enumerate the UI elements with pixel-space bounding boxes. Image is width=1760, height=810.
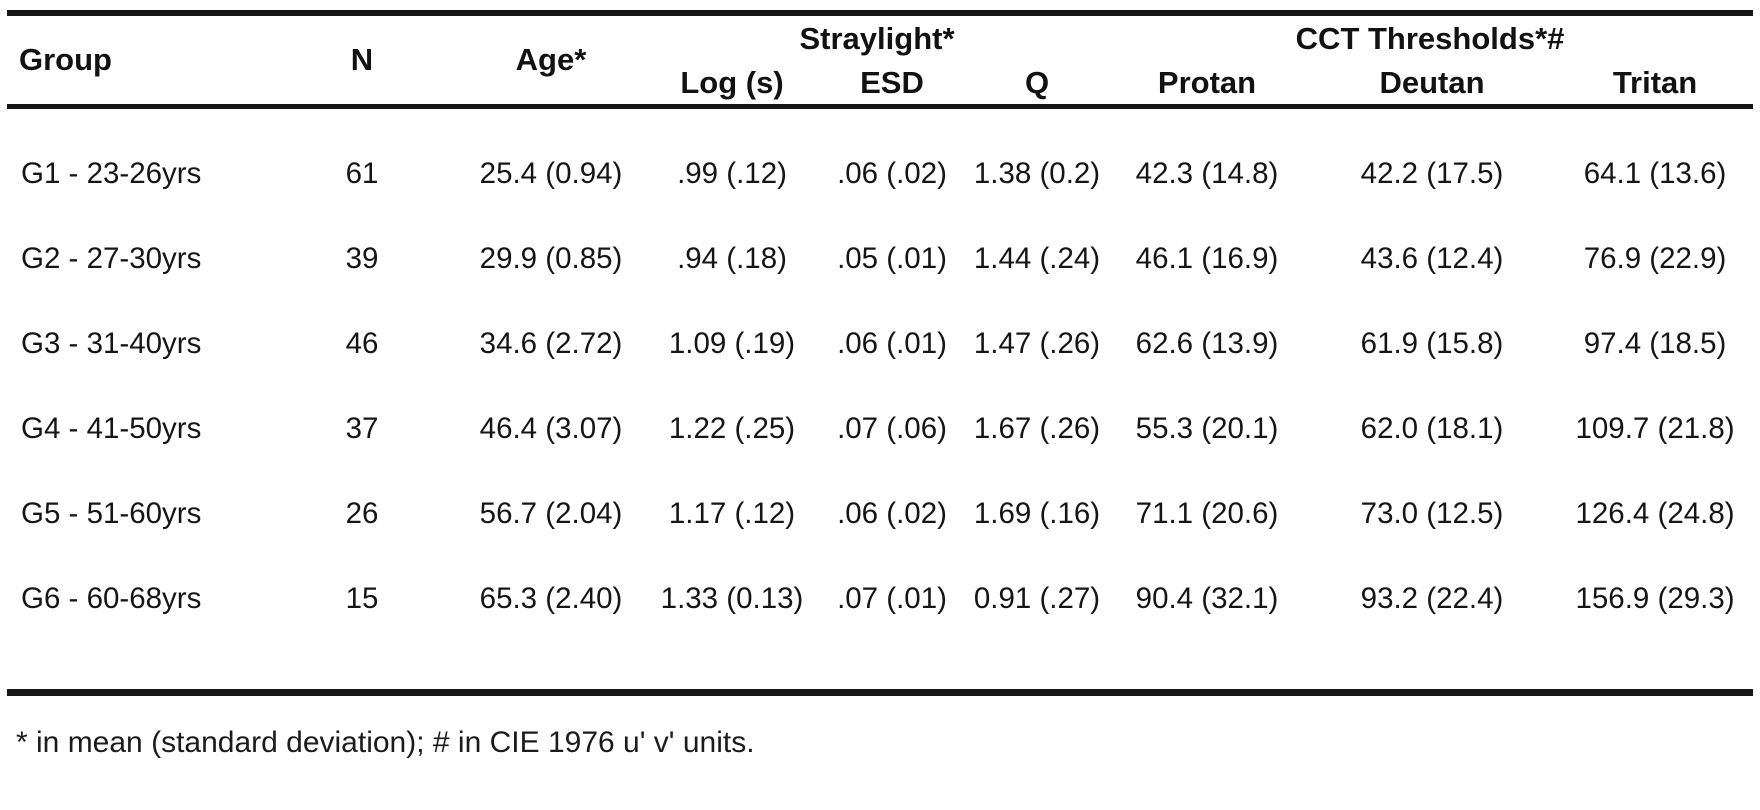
cell-deutan: 42.2 (17.5) bbox=[1360, 156, 1504, 190]
col-header-q: Q bbox=[967, 62, 1108, 109]
cell-deutan: 62.0 (18.1) bbox=[1360, 411, 1504, 445]
cell-n: 37 bbox=[345, 411, 379, 445]
cell-group: G6 - 60-68yrs bbox=[21, 581, 202, 615]
cell-esd: .05 (.01) bbox=[837, 241, 947, 275]
cell-q: 1.69 (.16) bbox=[973, 496, 1101, 530]
header-row-groups: Group N Age* Straylight* CCT Thresholds*… bbox=[7, 13, 1753, 109]
cell-tritan: 109.7 (21.8) bbox=[1575, 411, 1735, 445]
cell-esd: .06 (.02) bbox=[837, 156, 947, 190]
cell-deutan: 93.2 (22.4) bbox=[1360, 581, 1504, 615]
cell-tritan: 156.9 (29.3) bbox=[1575, 581, 1735, 615]
cell-esd: .07 (.01) bbox=[837, 581, 947, 615]
table-row-g2: G2 - 27-30yrs 39 29.9 (0.85) .94 (.18) .… bbox=[7, 216, 1753, 301]
results-table: Group N Age* Straylight* CCT Thresholds*… bbox=[7, 10, 1754, 696]
spacer-row bbox=[7, 641, 1754, 696]
table-row-g3: G3 - 31-40yrs 46 34.6 (2.72) 1.09 (.19) … bbox=[7, 301, 1753, 386]
cell-q: 1.38 (0.2) bbox=[973, 156, 1101, 190]
cell-n: 26 bbox=[345, 496, 379, 530]
cell-q: 1.47 (.26) bbox=[973, 326, 1101, 360]
table-footnote: * in mean (standard deviation); # in CIE… bbox=[16, 726, 755, 759]
cell-deutan: 43.6 (12.4) bbox=[1360, 241, 1504, 275]
cell-log-s: 1.33 (0.13) bbox=[660, 581, 804, 615]
col-header-deutan: Deutan bbox=[1307, 62, 1558, 109]
cell-protan: 46.1 (16.9) bbox=[1135, 241, 1279, 275]
col-header-protan: Protan bbox=[1107, 62, 1308, 109]
cell-protan: 55.3 (20.1) bbox=[1135, 411, 1279, 445]
cell-group: G2 - 27-30yrs bbox=[21, 241, 202, 275]
col-header-age: Age* bbox=[455, 13, 647, 109]
cell-n: 15 bbox=[345, 581, 379, 615]
table-row-g4: G4 - 41-50yrs 37 46.4 (3.07) 1.22 (.25) … bbox=[7, 386, 1753, 471]
cell-log-s: 1.17 (.12) bbox=[668, 496, 796, 530]
spacer-row bbox=[7, 107, 1753, 132]
cell-age: 65.3 (2.40) bbox=[479, 581, 623, 615]
cell-tritan: 126.4 (24.8) bbox=[1575, 496, 1735, 530]
cell-deutan: 61.9 (15.8) bbox=[1360, 326, 1504, 360]
cell-q: 1.67 (.26) bbox=[973, 411, 1101, 445]
table-row-g1: G1 - 23-26yrs 61 25.4 (0.94) .99 (.12) .… bbox=[7, 131, 1753, 216]
col-header-log-s: Log (s) bbox=[647, 62, 817, 109]
cell-n: 61 bbox=[345, 156, 379, 190]
cell-protan: 42.3 (14.8) bbox=[1135, 156, 1279, 190]
cell-esd: .07 (.06) bbox=[837, 411, 947, 445]
cell-age: 29.9 (0.85) bbox=[479, 241, 623, 275]
cell-q: 1.44 (.24) bbox=[973, 241, 1101, 275]
cell-deutan: 73.0 (12.5) bbox=[1360, 496, 1504, 530]
col-header-tritan: Tritan bbox=[1557, 62, 1754, 109]
header-row-subcolumns: Log (s) ESD Q Protan Deutan Tritan bbox=[7, 62, 1754, 109]
cell-log-s: .99 (.12) bbox=[677, 156, 787, 190]
cell-protan: 62.6 (13.9) bbox=[1135, 326, 1279, 360]
cell-n: 39 bbox=[345, 241, 379, 275]
cell-protan: 71.1 (20.6) bbox=[1135, 496, 1279, 530]
table-header: Group N Age* Straylight* CCT Thresholds*… bbox=[7, 13, 1754, 109]
cell-group: G1 - 23-26yrs bbox=[21, 156, 202, 190]
cell-age: 46.4 (3.07) bbox=[479, 411, 623, 445]
cell-q: 0.91 (.27) bbox=[973, 581, 1101, 615]
cell-age: 25.4 (0.94) bbox=[479, 156, 623, 190]
cell-protan: 90.4 (32.1) bbox=[1135, 581, 1279, 615]
cell-age: 56.7 (2.04) bbox=[479, 496, 623, 530]
col-header-n: N bbox=[269, 13, 455, 109]
cell-group: G5 - 51-60yrs bbox=[21, 496, 202, 530]
table-body: G1 - 23-26yrs 61 25.4 (0.94) .99 (.12) .… bbox=[7, 107, 1754, 696]
cell-n: 46 bbox=[345, 326, 379, 360]
col-group-straylight: Straylight* bbox=[799, 21, 955, 56]
cell-tritan: 97.4 (18.5) bbox=[1583, 326, 1727, 360]
cell-log-s: 1.09 (.19) bbox=[668, 326, 796, 360]
table-row-g6: G6 - 60-68yrs 15 65.3 (2.40) 1.33 (0.13)… bbox=[7, 556, 1753, 641]
cell-log-s: 1.22 (.25) bbox=[668, 411, 796, 445]
cell-group: G3 - 31-40yrs bbox=[21, 326, 202, 360]
table-row-g5: G5 - 51-60yrs 26 56.7 (2.04) 1.17 (.12) … bbox=[7, 471, 1753, 556]
cell-log-s: .94 (.18) bbox=[677, 241, 787, 275]
col-header-group: Group bbox=[7, 13, 269, 109]
col-header-esd: ESD bbox=[817, 62, 967, 109]
col-group-cct-thresholds: CCT Thresholds*# bbox=[1295, 21, 1565, 56]
cell-group: G4 - 41-50yrs bbox=[21, 411, 202, 445]
cell-esd: .06 (.02) bbox=[837, 496, 947, 530]
cell-esd: .06 (.01) bbox=[837, 326, 947, 360]
cell-tritan: 64.1 (13.6) bbox=[1583, 156, 1727, 190]
cell-tritan: 76.9 (22.9) bbox=[1583, 241, 1727, 275]
cell-age: 34.6 (2.72) bbox=[479, 326, 623, 360]
